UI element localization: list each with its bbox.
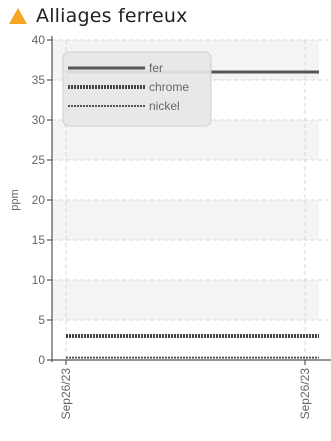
y-tick-label: 40 (32, 33, 46, 47)
legend-label-fer: fer (149, 61, 163, 75)
y-tick-label: 30 (32, 113, 46, 127)
y-tick-label: 5 (38, 313, 45, 327)
chart-header: Alliages ferreux (8, 0, 188, 32)
y-axis-label: ppm (9, 189, 21, 210)
y-tick-label: 35 (32, 73, 46, 87)
legend-label-chrome: chrome (149, 80, 189, 94)
warning-triangle-icon (9, 8, 27, 24)
x-tick-label: Sep26/23 (298, 368, 312, 420)
y-tick-label: 25 (32, 153, 46, 167)
grid-band (52, 280, 319, 320)
chart-title: Alliages ferreux (36, 5, 188, 27)
y-tick-label: 0 (38, 353, 45, 367)
x-tick-label: Sep26/23 (59, 368, 73, 420)
y-tick-label: 20 (32, 193, 46, 207)
legend-label-nickel: nickel (149, 99, 180, 113)
grid-band (52, 120, 319, 160)
grid-band (52, 200, 319, 240)
y-tick-label: 15 (32, 233, 46, 247)
y-tick-label: 10 (32, 273, 46, 287)
